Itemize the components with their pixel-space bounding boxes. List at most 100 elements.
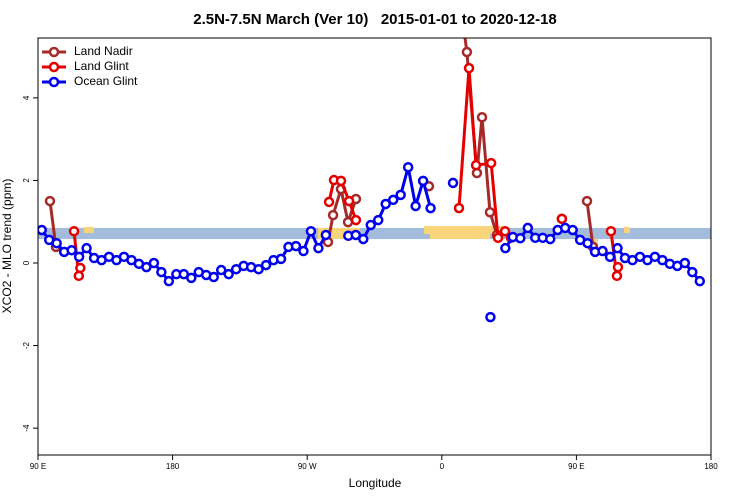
x-tick-label: 0: [440, 462, 445, 471]
data-point: [372, 214, 384, 226]
data-point: [66, 244, 77, 256]
x-tick-label: 90 E: [568, 462, 584, 471]
x-tick-label: 180: [704, 462, 718, 471]
data-point: [612, 261, 624, 273]
data-point: [499, 225, 511, 237]
data-point: [73, 251, 85, 263]
yellow-patch: [624, 227, 630, 233]
legend-label: Land Nadir: [74, 44, 133, 58]
data-point: [305, 225, 317, 237]
data-point: [484, 206, 496, 218]
yellow-patch: [84, 227, 94, 233]
legend-marker: [48, 76, 60, 88]
data-point: [567, 224, 578, 236]
x-tick-label: 90 E: [30, 462, 46, 471]
data-point: [604, 251, 616, 263]
data-point: [156, 266, 167, 278]
data-point: [597, 245, 608, 257]
plot-area: [38, 38, 711, 323]
data-point: [387, 194, 399, 206]
y-tick-label: 0: [22, 260, 31, 265]
data-point: [51, 237, 62, 249]
data-point: [447, 177, 459, 189]
legend-marker: [48, 61, 60, 73]
data-point: [298, 245, 309, 257]
data-point: [500, 242, 511, 254]
data-point: [260, 259, 272, 271]
y-tick-label: -4: [22, 424, 31, 432]
data-point: [141, 261, 152, 273]
data-point: [679, 257, 691, 269]
legend-label: Ocean Glint: [74, 74, 138, 88]
data-point: [44, 195, 56, 207]
x-tick-label: 90 W: [298, 462, 317, 471]
series-layer: [38, 38, 706, 323]
data-point: [556, 213, 568, 225]
data-point: [223, 268, 234, 280]
data-point: [485, 311, 496, 323]
data-point: [522, 222, 534, 234]
data-point: [335, 175, 347, 187]
data-point: [612, 242, 623, 254]
data-point: [75, 262, 86, 274]
data-point: [461, 46, 473, 58]
data-point: [544, 233, 556, 245]
data-point: [38, 224, 47, 236]
data-point: [492, 232, 504, 244]
data-point: [215, 264, 227, 276]
data-point: [380, 198, 391, 210]
axes: 90 E 180 90 W 0 90 E 180 -4 -2 0 2 4: [22, 95, 718, 471]
data-point: [476, 112, 488, 123]
data-point: [323, 196, 335, 208]
data-point: [186, 272, 197, 284]
yellow-patch: [430, 234, 490, 239]
data-point: [208, 271, 219, 283]
chart-title: 2.5N-7.5N March (Ver 10) 2015-01-01 to 2…: [193, 11, 557, 28]
data-point: [81, 242, 92, 254]
yellow-patch: [424, 226, 504, 234]
legend-label: Land Glint: [74, 59, 129, 73]
y-tick-label: 4: [22, 95, 31, 100]
data-point: [320, 229, 332, 241]
data-point: [463, 62, 475, 74]
data-point: [163, 275, 175, 287]
data-point: [485, 157, 497, 169]
data-point: [290, 240, 302, 252]
data-point: [343, 195, 355, 207]
x-tick-label: 180: [166, 462, 180, 471]
data-point: [350, 214, 362, 226]
data-point: [148, 257, 160, 269]
data-point: [327, 209, 339, 221]
data-point: [515, 232, 526, 244]
series-line: [72, 66, 620, 278]
data-point: [687, 266, 698, 278]
data-point: [582, 237, 593, 249]
data-point: [313, 242, 324, 254]
band-layer: [38, 227, 711, 240]
data-point: [694, 275, 706, 287]
data-point: [425, 202, 436, 214]
data-point: [395, 189, 406, 201]
y-axis-label: XCO2 - MLO trend (ppm): [0, 179, 14, 314]
reference-band: [38, 227, 711, 240]
data-point: [275, 253, 287, 265]
y-tick-label: 2: [22, 178, 31, 183]
data-point: [253, 263, 264, 275]
plot-frame: [37, 37, 712, 456]
legend-marker: [48, 46, 60, 58]
data-point: [410, 200, 421, 212]
data-point: [453, 202, 465, 214]
data-point: [611, 270, 623, 282]
data-point: [358, 233, 369, 245]
data-point: [605, 225, 617, 237]
data-point: [365, 219, 377, 231]
data-point: [417, 175, 429, 187]
data-point: [350, 229, 362, 241]
data-point: [581, 195, 593, 207]
data-point: [402, 161, 414, 173]
x-axis-label: Longitude: [349, 476, 402, 490]
yellow-patch: [318, 228, 360, 239]
y-tick-label: -2: [22, 341, 31, 349]
